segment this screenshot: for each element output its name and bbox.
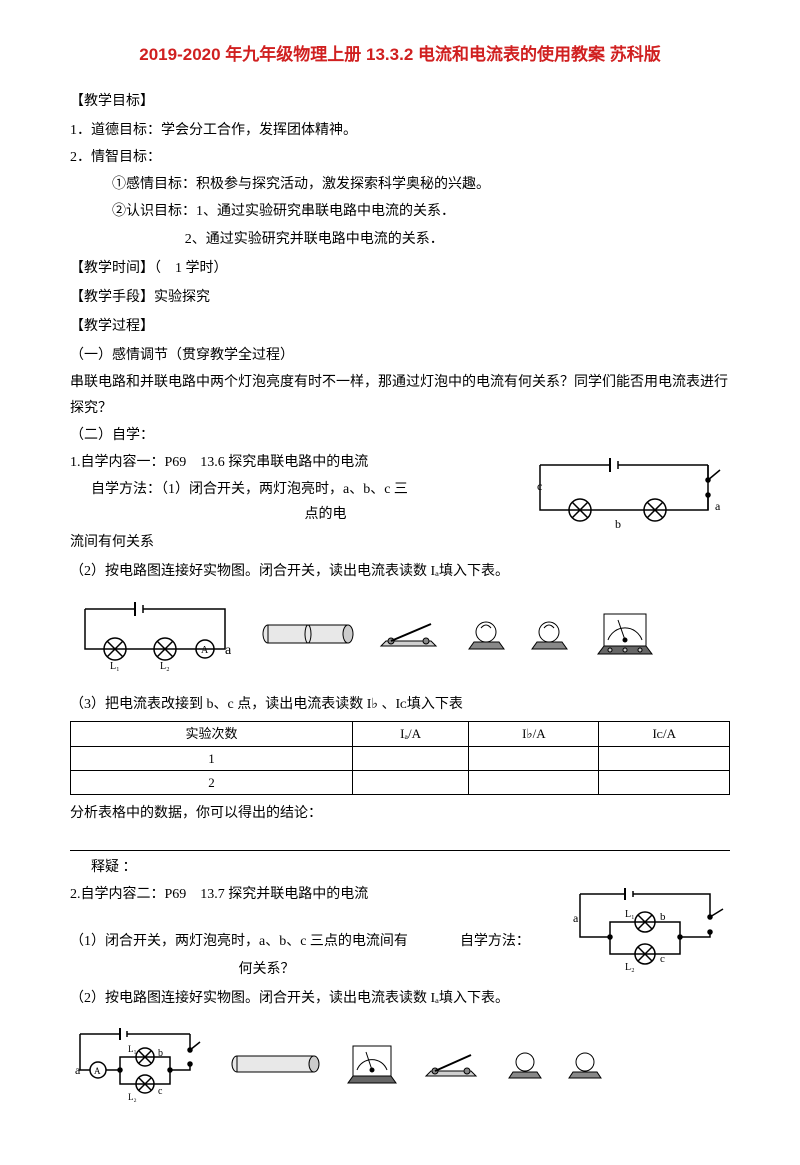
parallel-ammeter-diagram: A a b c L₁ L₂ [70, 1022, 210, 1107]
intel-goal: 2．情智目标： [70, 145, 730, 170]
section-goal: 【教学目标】 [70, 89, 730, 114]
battery-icon-2 [228, 1051, 323, 1077]
process-1-head: （一）感情调节（贯穿教学全过程） [70, 343, 730, 368]
analysis-text: 分析表格中的数据，你可以得出的结论： [70, 801, 730, 826]
study1a-tail: 点的电 [305, 507, 347, 522]
svg-text:L₂: L₂ [160, 661, 170, 672]
svg-text:A: A [94, 1066, 101, 1076]
section-process: 【教学过程】 [70, 314, 730, 339]
svg-text:b: b [615, 517, 621, 530]
study1a-text: 自学方法：（1）闭合开关，两灯泡亮时，a、b、c 三 [91, 482, 408, 497]
emotion-goal: ①感情目标：积极参与探究活动，激发探索科学奥秘的兴趣。 [70, 172, 730, 197]
study1-method-b: （2）按电路图连接好实物图。闭合开关，读出电流表读数 Iₐ填入下表。 [70, 559, 730, 584]
svg-text:b: b [158, 1048, 163, 1059]
study2-tail-label: 自学方法： [460, 934, 530, 949]
cognition-goal-1: ②认识目标：1、通过实验研究串联电路中电流的关系． [70, 199, 730, 224]
svg-text:c: c [158, 1086, 163, 1097]
lamp-icon-1 [464, 614, 509, 654]
svg-text:a: a [225, 643, 232, 658]
switch-icon-2 [421, 1048, 486, 1080]
th-ia: Iₐ/A [352, 722, 468, 746]
data-table-1: 实验次数 Iₐ/A I♭/A Iᴄ/A 1 2 [70, 721, 730, 795]
th-ic: Iᴄ/A [599, 722, 730, 746]
components-row-2: A a b c L₁ L₂ [70, 1022, 730, 1107]
process-1-body: 串联电路和并联电路中两个灯泡亮度有时不一样，那通过灯泡中的电流有何关系？同学们能… [70, 370, 730, 420]
table-row: 1 [71, 746, 730, 770]
svg-text:L₂: L₂ [625, 962, 635, 973]
th-ib: I♭/A [469, 722, 599, 746]
lamp-icon-4 [564, 1045, 606, 1083]
explain-label: 释疑 ： [70, 855, 730, 880]
section-time: 【教学时间】（ 1 学时） [70, 256, 730, 281]
battery-icon [258, 620, 358, 648]
svg-text:L₁: L₁ [625, 909, 635, 920]
svg-text:a: a [573, 911, 579, 925]
series-circuit-diagram: c b a [520, 450, 730, 530]
th-exp: 实验次数 [71, 722, 353, 746]
study1a-line2: 流间有何关系 [70, 530, 730, 555]
section-method: 【教学手段】实验探究 [70, 285, 730, 310]
lamp-icon-2 [527, 614, 572, 654]
svg-text:L₁: L₁ [128, 1044, 137, 1054]
table-row: 2 [71, 770, 730, 794]
components-row-1: L₁ L₂ A a [70, 594, 730, 674]
svg-text:A: A [201, 645, 209, 656]
svg-text:c: c [660, 953, 665, 965]
svg-text:b: b [660, 911, 666, 923]
lamp-icon-3 [504, 1045, 546, 1083]
study1-method-c: （3）把电流表改接到 b、c 点，读出电流表读数 I♭ 、Iᴄ填入下表 [70, 692, 730, 717]
page-title: 2019-2020 年九年级物理上册 13.3.2 电流和电流表的使用教案 苏科… [70, 40, 730, 71]
process-2-head: （二）自学： [70, 423, 730, 448]
svg-text:L₂: L₂ [128, 1092, 137, 1102]
blank-line [70, 831, 730, 851]
cognition-goal-2: 2、通过实验研究并联电路中电流的关系． [70, 227, 730, 252]
study2-method-b: （2）按电路图连接好实物图。闭合开关，读出电流表读数 Iₐ填入下表。 [70, 986, 730, 1011]
parallel-circuit-diagram: a b c L₁ L₂ [565, 882, 730, 977]
switch-icon [376, 616, 446, 651]
ammeter-icon-2 [341, 1039, 403, 1089]
svg-text:L₁: L₁ [110, 661, 120, 672]
svg-text:a: a [75, 1063, 81, 1077]
series-ammeter-diagram: L₁ L₂ A a [70, 594, 240, 674]
ammeter-icon [590, 606, 660, 661]
moral-goal: 1．道德目标：学会分工合作，发挥团体精神。 [70, 118, 730, 143]
svg-text:a: a [715, 499, 721, 513]
svg-text:c: c [537, 479, 542, 493]
